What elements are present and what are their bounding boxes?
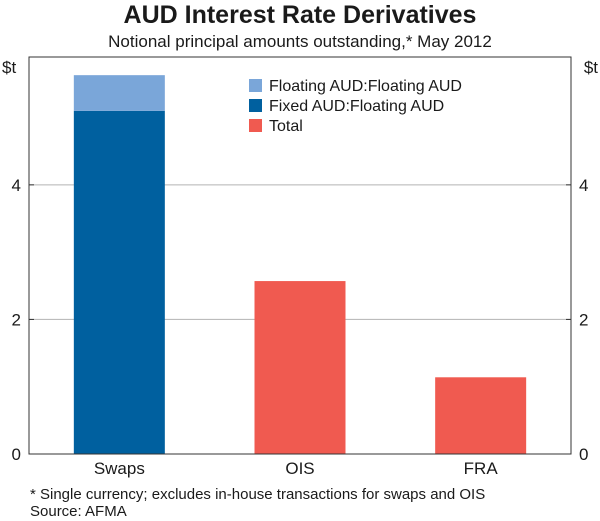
legend-label-total: Total	[269, 118, 303, 135]
chart-notes: * Single currency; excludes in-house tra…	[30, 486, 485, 520]
x-tick-label-fra: FRA	[464, 459, 499, 478]
bar-swaps-floating-aud-floating-aud	[73, 75, 165, 111]
y-tick-label-left-0: 0	[12, 445, 21, 464]
y-tick-label-right-0: 0	[579, 445, 588, 464]
legend-swatch-floating-aud-floating-aud	[249, 79, 262, 92]
y-tick-label-right-2: 2	[579, 310, 588, 329]
legend-label-fixed-aud-floating-aud: Fixed AUD:Floating AUD	[269, 98, 444, 115]
bar-swaps-fixed-aud-floating-aud	[73, 110, 165, 454]
y-tick-label-left-4: 4	[12, 176, 21, 195]
chart-subtitle: Notional principal amounts outstanding,*…	[108, 32, 492, 51]
bar-fra-total	[435, 377, 527, 454]
y-axis-unit-left: $t	[2, 58, 16, 77]
bar-ois-total	[254, 281, 346, 454]
plot-frame	[28, 56, 572, 455]
y-tick-label-right-4: 4	[579, 176, 588, 195]
legend-label-floating-aud-floating-aud: Floating AUD:Floating AUD	[269, 78, 462, 95]
chart-title: AUD Interest Rate Derivatives	[123, 1, 477, 29]
legend-swatch-total	[249, 119, 262, 132]
x-tick-label-swaps: Swaps	[94, 459, 145, 478]
y-tick-label-left-2: 2	[12, 310, 21, 329]
source-note: Source: AFMA	[30, 503, 127, 520]
x-tick-label-ois: OIS	[285, 459, 314, 478]
y-axis-unit-right: $t	[584, 58, 598, 77]
legend-swatch-fixed-aud-floating-aud	[249, 99, 262, 112]
footnote: * Single currency; excludes in-house tra…	[30, 486, 486, 503]
